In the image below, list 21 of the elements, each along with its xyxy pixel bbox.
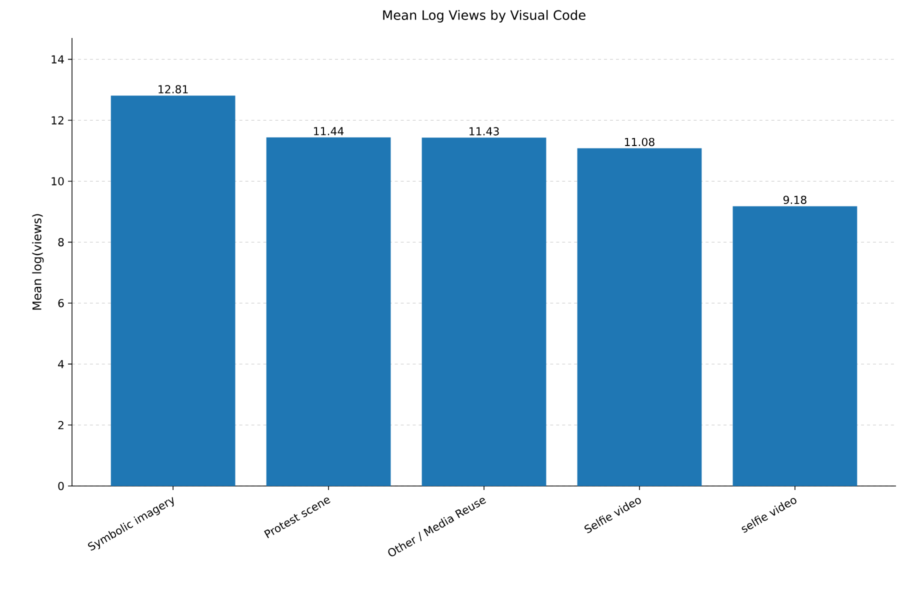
y-tick-label: 0 <box>58 482 64 490</box>
y-tick-label: 10 <box>52 177 64 186</box>
data-label: 9.18 <box>783 196 806 204</box>
data-label: 11.43 <box>470 127 499 136</box>
data-label: 12.81 <box>158 85 188 94</box>
data-label: 11.08 <box>625 138 654 146</box>
y-tick-label: 4 <box>58 360 64 368</box>
bar <box>422 138 546 486</box>
bar <box>266 137 391 486</box>
y-axis-title: Mean log(views) <box>32 214 44 310</box>
x-tick-label: selfie video <box>742 498 796 533</box>
bar <box>577 148 702 486</box>
y-tick-label: 12 <box>52 116 64 124</box>
y-tick-label: 14 <box>52 55 64 64</box>
y-tick-label: 2 <box>58 420 64 430</box>
y-tick-label: 8 <box>58 238 64 246</box>
chart-title: Mean Log Views by Visual Code <box>383 10 586 22</box>
bar <box>732 206 858 486</box>
y-tick-label: 6 <box>58 298 64 308</box>
bar <box>110 96 236 486</box>
data-label: 11.44 <box>314 127 344 136</box>
